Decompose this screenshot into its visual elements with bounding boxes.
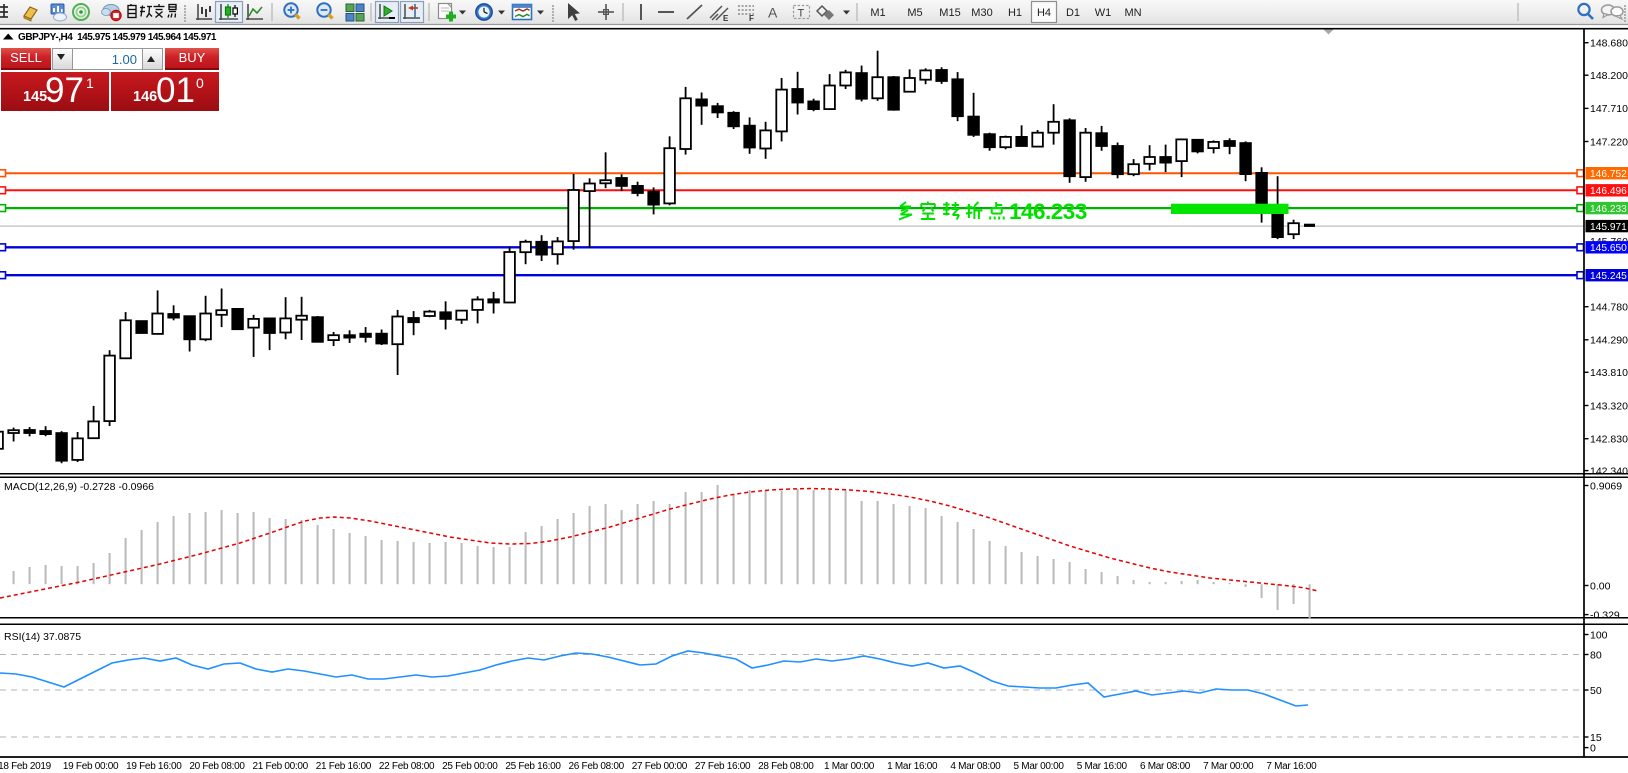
svg-text:142.830: 142.830 (1590, 434, 1628, 446)
svg-text:M5: M5 (907, 7, 922, 19)
svg-text:-0.329: -0.329 (1590, 609, 1620, 621)
svg-text:F: F (749, 14, 754, 23)
svg-text:RSI(14) 37.0875: RSI(14) 37.0875 (4, 631, 81, 643)
svg-text:27 Feb 16:00: 27 Feb 16:00 (695, 761, 751, 772)
svg-text:22 Feb 08:00: 22 Feb 08:00 (379, 761, 435, 772)
svg-text:4 Mar 08:00: 4 Mar 08:00 (950, 761, 1001, 772)
svg-text:28 Feb 08:00: 28 Feb 08:00 (758, 761, 814, 772)
svg-text:26 Feb 08:00: 26 Feb 08:00 (569, 761, 625, 772)
svg-text:0.00: 0.00 (1590, 580, 1611, 592)
svg-text:7 Mar 16:00: 7 Mar 16:00 (1266, 761, 1317, 772)
svg-text:M30: M30 (971, 7, 992, 19)
svg-text:146.233: 146.233 (1009, 199, 1087, 224)
svg-text:1 Mar 00:00: 1 Mar 00:00 (824, 761, 875, 772)
svg-text:M15: M15 (939, 7, 960, 19)
svg-text:0.9069: 0.9069 (1590, 480, 1622, 492)
svg-text:T: T (798, 8, 805, 20)
svg-text:H4: H4 (1037, 7, 1051, 19)
svg-text:80: 80 (1590, 649, 1602, 661)
svg-text:E: E (723, 14, 729, 23)
svg-text:18 Feb 2019: 18 Feb 2019 (0, 761, 52, 772)
svg-text:142.340: 142.340 (1590, 465, 1628, 477)
svg-text:146.496: 146.496 (1590, 186, 1627, 197)
svg-text:W1: W1 (1095, 7, 1112, 19)
svg-text:50: 50 (1590, 685, 1602, 697)
svg-text:144.290: 144.290 (1590, 335, 1628, 347)
svg-text:M1: M1 (870, 7, 885, 19)
svg-text:H1: H1 (1008, 7, 1022, 19)
svg-text:145.971: 145.971 (1590, 222, 1627, 233)
svg-text:25 Feb 00:00: 25 Feb 00:00 (442, 761, 498, 772)
svg-text:144.780: 144.780 (1590, 302, 1628, 314)
svg-text:6 Mar 08:00: 6 Mar 08:00 (1140, 761, 1191, 772)
svg-text:MACD(12,26,9) -0.2728 -0.0966: MACD(12,26,9) -0.2728 -0.0966 (4, 481, 154, 493)
svg-text:21 Feb 16:00: 21 Feb 16:00 (316, 761, 372, 772)
svg-text:19 Feb 16:00: 19 Feb 16:00 (126, 761, 182, 772)
svg-text:7 Mar 00:00: 7 Mar 00:00 (1203, 761, 1254, 772)
svg-text:15: 15 (1590, 732, 1602, 744)
svg-text:147.710: 147.710 (1590, 103, 1628, 115)
svg-text:25 Feb 16:00: 25 Feb 16:00 (505, 761, 561, 772)
svg-text:MN: MN (1124, 7, 1141, 19)
svg-text:146.752: 146.752 (1590, 169, 1627, 180)
svg-text:145.245: 145.245 (1590, 271, 1627, 282)
svg-text:148.200: 148.200 (1590, 70, 1628, 82)
svg-text:D1: D1 (1066, 7, 1080, 19)
svg-text:27 Feb 00:00: 27 Feb 00:00 (632, 761, 688, 772)
svg-text:143.320: 143.320 (1590, 400, 1628, 412)
svg-text:147.220: 147.220 (1590, 136, 1628, 148)
svg-text:143.810: 143.810 (1590, 367, 1628, 379)
svg-text:20 Feb 08:00: 20 Feb 08:00 (189, 761, 245, 772)
svg-text:19 Feb 00:00: 19 Feb 00:00 (63, 761, 119, 772)
svg-text:5 Mar 16:00: 5 Mar 16:00 (1077, 761, 1128, 772)
svg-text:0: 0 (1590, 742, 1596, 754)
svg-text:21 Feb 00:00: 21 Feb 00:00 (253, 761, 309, 772)
svg-text:148.680: 148.680 (1590, 38, 1628, 50)
svg-text:100: 100 (1590, 629, 1608, 641)
svg-text:GBPJPY-,H4 145.975 145.979 14: GBPJPY-,H4 145.975 145.979 145.964 145.9… (18, 32, 217, 43)
svg-text:145.650: 145.650 (1590, 243, 1627, 254)
svg-text:A: A (768, 5, 778, 21)
svg-text:5 Mar 00:00: 5 Mar 00:00 (1014, 761, 1065, 772)
svg-text:146.233: 146.233 (1590, 204, 1627, 215)
svg-text:1 Mar 16:00: 1 Mar 16:00 (887, 761, 938, 772)
